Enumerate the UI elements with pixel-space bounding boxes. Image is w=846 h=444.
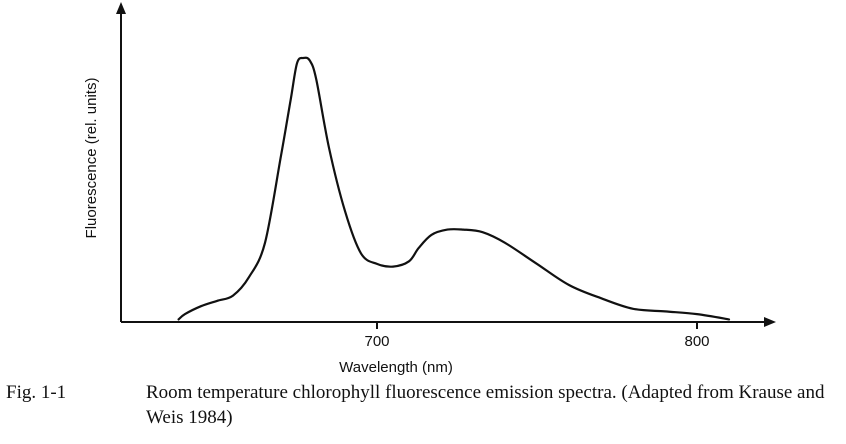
x-axis-arrow	[764, 317, 776, 327]
chart: 700 800 Wavelength (nm) Fluorescence (rel…	[83, 2, 776, 376]
y-axis-arrow	[116, 2, 126, 14]
x-tick-label: 800	[684, 333, 709, 350]
fluorescence-curve	[177, 56, 731, 321]
y-axis-label: Fluorescence (rel. units)	[83, 78, 100, 239]
axes	[116, 2, 776, 327]
caption-text: Room temperature chlorophyll fluorescenc…	[146, 382, 825, 428]
caption-label: Fig. 1-1	[6, 382, 67, 403]
x-axis-label: Wavelength (nm)	[339, 359, 453, 376]
x-ticks: 700 800	[364, 322, 710, 350]
x-tick-label: 700	[364, 333, 389, 350]
